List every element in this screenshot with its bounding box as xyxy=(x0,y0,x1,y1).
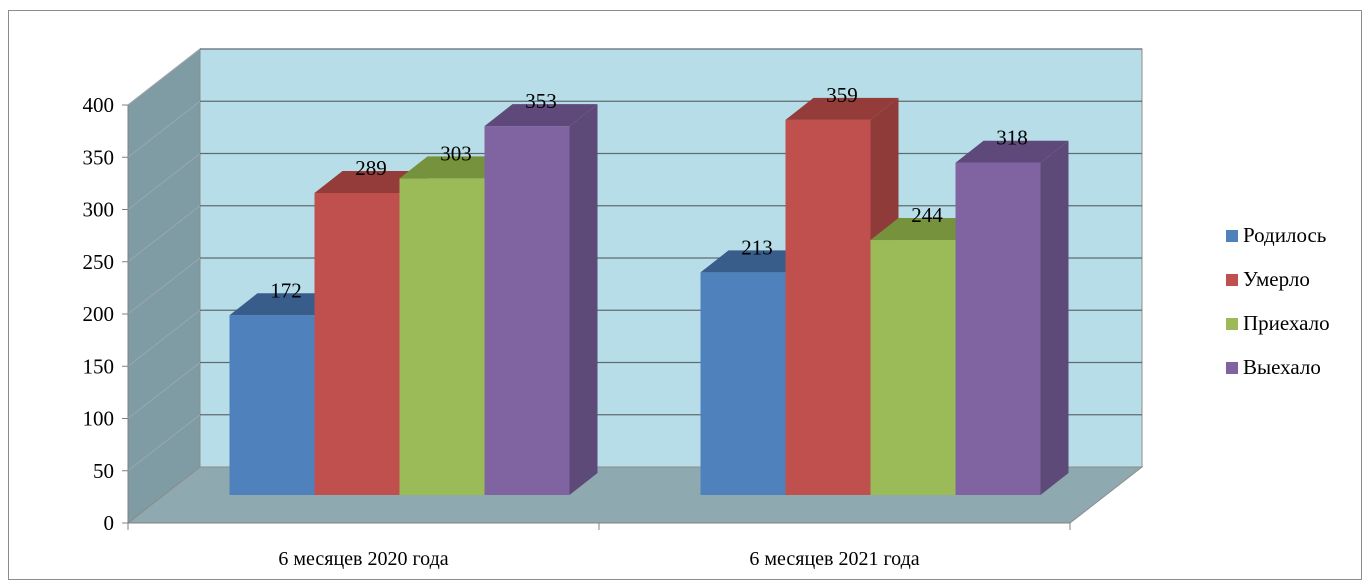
data-label: 289 xyxy=(355,156,387,180)
gridline-side xyxy=(127,362,201,419)
bar-top xyxy=(700,250,814,273)
bar-front xyxy=(785,119,871,495)
legend-swatch xyxy=(1226,318,1238,330)
data-label: 318 xyxy=(996,126,1028,150)
bar-top xyxy=(484,104,598,127)
bar-top xyxy=(870,218,984,241)
y-tick-label: 200 xyxy=(83,302,115,326)
y-tick-label: 150 xyxy=(83,354,115,378)
bar-front xyxy=(700,272,786,495)
y-tick-label: 100 xyxy=(83,407,115,431)
x-tick-label: 6 месяцев 2021 года xyxy=(749,548,919,570)
x-tick-label: 6 месяцев 2020 года xyxy=(278,548,448,570)
bar xyxy=(484,104,598,496)
bar-top xyxy=(955,140,1069,163)
gridline-side xyxy=(127,100,201,158)
gridline-side xyxy=(127,205,201,263)
legend-label: Родилось xyxy=(1243,223,1326,247)
gridline-side xyxy=(127,48,201,106)
y-tick-label: 0 xyxy=(104,511,115,535)
bar xyxy=(785,97,899,495)
bar-side xyxy=(1040,140,1069,495)
y-tick-label: 400 xyxy=(83,93,115,117)
y-tick-label: 300 xyxy=(83,198,115,222)
data-label: 213 xyxy=(741,235,773,259)
y-tick-label: 50 xyxy=(93,459,114,483)
legend-swatch xyxy=(1226,362,1238,374)
data-label: 353 xyxy=(525,89,557,113)
bar-front xyxy=(870,240,956,495)
bar-front xyxy=(314,192,400,495)
y-tick-label: 250 xyxy=(83,250,115,274)
gridline-side xyxy=(127,309,201,367)
bar-front xyxy=(955,162,1041,495)
bar-side xyxy=(569,104,598,496)
bar xyxy=(955,140,1069,495)
bar-front xyxy=(229,315,315,495)
legend-label: Умерло xyxy=(1243,267,1310,291)
gridline-side xyxy=(127,257,201,315)
legend-label: Приехало xyxy=(1243,311,1330,335)
legend-swatch xyxy=(1226,230,1238,242)
data-label: 359 xyxy=(826,83,858,107)
bar-top xyxy=(785,97,899,120)
bar-top xyxy=(229,293,343,316)
y-tick-label: 350 xyxy=(83,145,115,169)
gridline-side xyxy=(127,153,201,210)
data-label: 303 xyxy=(440,141,472,165)
legend-label: Выехало xyxy=(1243,355,1321,379)
bar-top xyxy=(399,156,513,179)
data-label: 172 xyxy=(270,278,302,302)
bar-top xyxy=(314,170,428,193)
bar-front xyxy=(399,178,485,496)
bar-front xyxy=(484,126,570,496)
legend-swatch xyxy=(1226,274,1238,286)
gridline-side xyxy=(127,414,201,472)
data-label: 244 xyxy=(911,203,943,227)
